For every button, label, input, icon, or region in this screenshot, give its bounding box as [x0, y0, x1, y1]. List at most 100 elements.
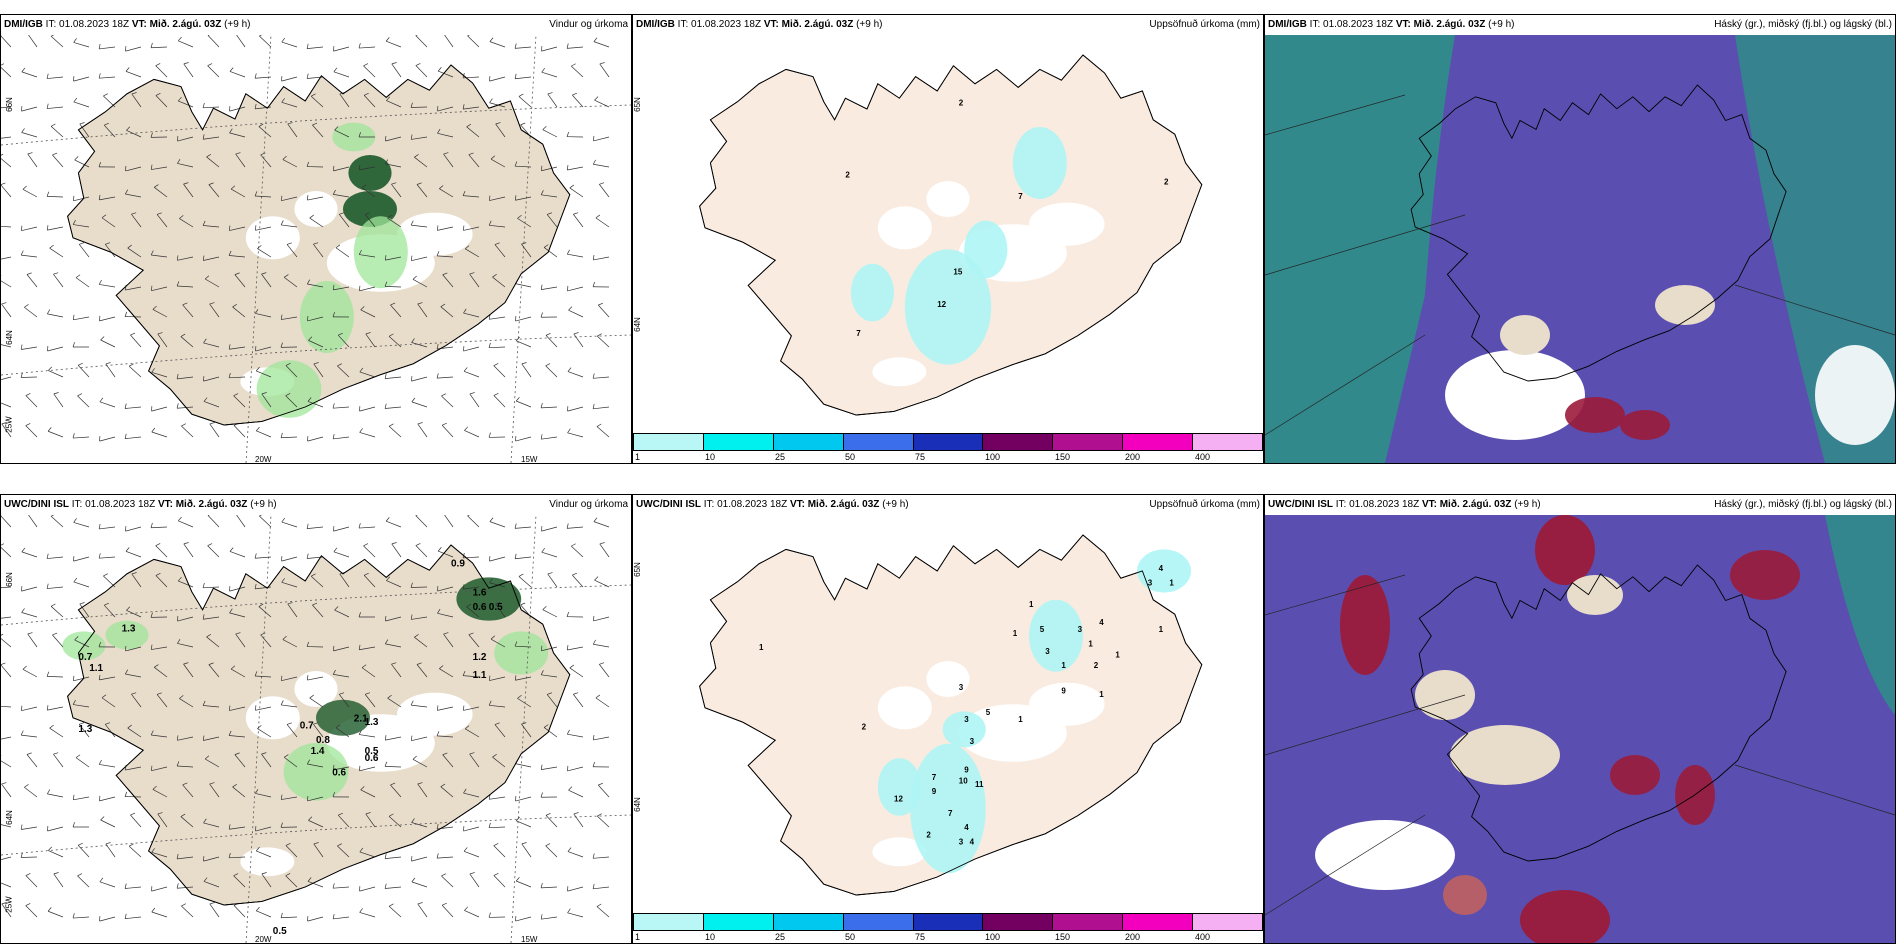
wind-barb-flag — [257, 245, 262, 249]
wind-barb-flag — [150, 644, 153, 650]
precip-colorbar — [633, 433, 1263, 451]
wind-barb-flag — [547, 92, 553, 95]
wind-barb — [130, 334, 142, 348]
wind-barb-flag — [411, 818, 415, 823]
wind-barb-flag — [258, 603, 264, 607]
wind-barb — [568, 789, 584, 798]
wind-barb — [255, 346, 272, 352]
coast-overlay — [699, 534, 1203, 896]
wind-barb-flag — [596, 903, 602, 907]
wind-barb — [443, 153, 454, 168]
wind-barb — [594, 579, 610, 588]
wind-barb — [333, 194, 350, 198]
wind-barb-flag — [254, 553, 257, 559]
wind-barb-flag — [338, 812, 343, 816]
wind-barb — [229, 735, 246, 738]
wind-barb-flag — [599, 62, 605, 65]
wind-barb-flag — [566, 43, 569, 49]
wind-barb-flag — [540, 882, 543, 888]
wind-barb-flag — [281, 578, 285, 583]
wind-barb — [541, 406, 558, 409]
wind-barb-flag — [131, 212, 137, 215]
land-clear — [1567, 575, 1623, 615]
wind-barb-flag — [599, 662, 605, 665]
wind-barb-flag — [592, 373, 595, 379]
wind-barb — [24, 306, 38, 318]
wind-barb — [333, 71, 350, 78]
wind-barb-flag — [75, 754, 81, 758]
init-time: IT: 01.08.2023 18Z — [674, 19, 764, 30]
wind-barb — [229, 856, 246, 859]
wind-barb-flag — [124, 311, 128, 317]
wind-barb — [515, 76, 532, 80]
wind-barb — [21, 132, 38, 138]
panel-uwc-wind-precip: UWC/DINI ISL IT: 01.08.2023 18Z VT: Mið.… — [0, 494, 632, 944]
precip-label: 12 — [894, 794, 903, 803]
wind-barb-flag — [442, 752, 448, 756]
wind-barb — [521, 363, 532, 378]
precip-label: 5 — [1040, 625, 1045, 634]
wind-barb-flag — [359, 428, 363, 433]
wind-barb-flag — [306, 641, 310, 647]
wind-barb — [593, 136, 610, 142]
wind-barb-flag — [260, 152, 266, 156]
wind-barb — [411, 136, 428, 140]
wind-barb-flag — [334, 126, 339, 131]
wind-barb — [255, 76, 272, 79]
wind-barb-flag — [154, 184, 159, 188]
wind-barb-flag — [306, 279, 311, 285]
wind-barb-flag — [514, 195, 517, 201]
wind-barb — [203, 256, 220, 261]
wind-barb — [411, 224, 428, 228]
wind-barb-flag — [463, 367, 468, 372]
wind-barb-flag — [228, 250, 232, 256]
wind-barb-flag — [1, 543, 5, 546]
wind-barb — [21, 346, 38, 350]
wind-barb — [593, 376, 610, 379]
wind-barb-flag — [155, 93, 161, 96]
wind-barb-flag — [209, 782, 215, 785]
wind-barb-flag — [495, 602, 501, 605]
wind-barb — [541, 46, 558, 52]
wind-barb-flag — [282, 635, 287, 640]
wind-barb — [25, 395, 38, 408]
wind-barb — [21, 586, 38, 592]
field-name: Háský (gr.), miðský (fj.bl.) og lágský (… — [1714, 19, 1892, 30]
wind-barb-flag — [416, 182, 422, 185]
wind-barb-flag — [72, 699, 76, 705]
wind-barb-flag — [440, 303, 446, 307]
wind-barb — [489, 76, 506, 82]
colorbar-segment — [1193, 914, 1263, 930]
wind-barb-flag — [358, 164, 361, 170]
wind-barb — [1, 402, 12, 408]
wind-barb — [151, 431, 168, 438]
wind-barb-flag — [207, 63, 213, 67]
wind-barb-flag — [540, 284, 543, 290]
wind-barb-flag — [105, 242, 111, 245]
wind-barb — [333, 551, 350, 558]
precip-shading — [105, 620, 149, 650]
map-layer — [1, 35, 631, 463]
wind-barb-flag — [595, 694, 601, 699]
wind-barb-flag — [202, 614, 205, 620]
glacier — [1029, 682, 1105, 726]
wind-barb-flag — [127, 244, 132, 249]
wind-barb — [286, 244, 298, 258]
wind-barb — [333, 406, 350, 409]
wind-barb — [255, 556, 272, 559]
wind-barb — [312, 604, 324, 618]
wind-barb — [126, 610, 142, 618]
wind-barb — [21, 612, 38, 618]
colorbar-segment — [983, 914, 1054, 930]
wind-barb — [285, 365, 298, 378]
boundary-line — [1265, 694, 1466, 756]
wind-barb-flag — [391, 62, 397, 65]
wind-barb — [411, 736, 428, 742]
wind-barb-flag — [126, 126, 131, 131]
wind-barb-flag — [462, 670, 466, 676]
wind-barb — [103, 604, 116, 618]
wind-barb-flag — [230, 185, 236, 190]
glacier — [397, 692, 473, 736]
wind-barb — [182, 304, 194, 318]
